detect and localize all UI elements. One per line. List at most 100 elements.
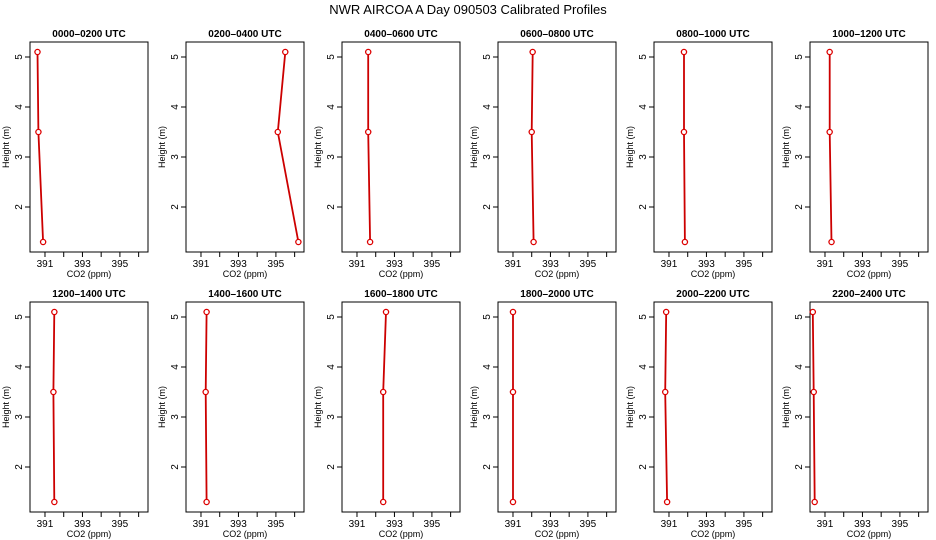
x-axis-label: CO2 (ppm) xyxy=(223,529,268,539)
x-tick-label: 393 xyxy=(230,519,247,530)
y-tick-label: 2 xyxy=(14,464,25,470)
profile-point xyxy=(379,498,387,506)
x-tick-label: 393 xyxy=(386,519,403,530)
profile-point xyxy=(530,238,537,246)
profile-point xyxy=(811,498,818,506)
x-tick-label: 391 xyxy=(661,519,678,530)
y-axis-label: Height (m) xyxy=(781,386,791,428)
x-tick-label: 395 xyxy=(580,259,597,270)
x-tick-label: 391 xyxy=(817,519,834,530)
profile-point xyxy=(809,308,817,316)
x-tick-label: 391 xyxy=(817,259,834,270)
panel-2: 0200–0400 UTC 391 393 395 2 3 4 5 CO2 (ppm) Heigh… xyxy=(157,29,305,279)
x-tick-label: 391 xyxy=(193,519,210,530)
panel-1: 0000–0200 UTC 391 393 395 2 3 4 5 CO2 (ppm) Heigh… xyxy=(1,29,149,279)
profile-line xyxy=(276,51,300,243)
profile-point xyxy=(662,308,670,316)
x-tick-label: 393 xyxy=(74,519,91,530)
profile-point xyxy=(379,388,387,396)
profile-point xyxy=(364,128,372,136)
profile-line xyxy=(530,51,535,243)
profile-line xyxy=(811,311,816,503)
y-axis-label: Height (m) xyxy=(157,126,167,168)
y-tick-label: 2 xyxy=(326,204,337,210)
panel-11: 2000–2200 UTC 391 393 395 2 3 4 5 CO2 (ppm) Heigh… xyxy=(625,289,773,539)
y-tick-label: 3 xyxy=(326,414,337,420)
profile-point xyxy=(282,48,289,56)
panel-title: 1400–1600 UTC xyxy=(208,289,281,300)
panel-title: 2200–2400 UTC xyxy=(832,289,905,300)
x-tick-label: 395 xyxy=(892,519,909,530)
y-tick-label: 4 xyxy=(326,104,337,110)
x-tick-label: 395 xyxy=(268,259,285,270)
x-tick-label: 391 xyxy=(37,519,54,530)
plot-frame xyxy=(653,301,773,513)
panel-title: 0000–0200 UTC xyxy=(52,29,125,40)
panels-grid: 0000–0200 UTC 391 393 395 2 3 4 5 CO2 (ppm) Heigh… xyxy=(1,29,929,539)
profile-point xyxy=(39,238,47,246)
x-tick-label: 395 xyxy=(736,259,753,270)
y-tick-label: 3 xyxy=(638,154,649,160)
x-axis-label: CO2 (ppm) xyxy=(847,529,892,539)
x-axis-label: CO2 (ppm) xyxy=(67,529,112,539)
profile-point xyxy=(382,308,390,316)
y-axis-label: Height (m) xyxy=(625,126,635,168)
y-tick-label: 2 xyxy=(14,204,25,210)
profile-point xyxy=(295,238,302,246)
panel-4: 0600–0800 UTC 391 393 395 2 3 4 5 CO2 (ppm) Heigh… xyxy=(469,29,617,279)
y-tick-label: 4 xyxy=(14,104,25,110)
panel-title: 1000–1200 UTC xyxy=(832,29,905,40)
y-tick-label: 2 xyxy=(170,464,181,470)
x-tick-label: 391 xyxy=(349,259,366,270)
y-tick-label: 5 xyxy=(482,54,493,60)
x-axis-label: CO2 (ppm) xyxy=(379,529,424,539)
profile-point xyxy=(50,388,57,396)
profile-point xyxy=(826,48,833,56)
x-axis-label: CO2 (ppm) xyxy=(691,529,736,539)
panel-title: 2000–2200 UTC xyxy=(676,289,749,300)
profile-point xyxy=(51,308,58,316)
profile-line xyxy=(664,311,668,503)
y-tick-label: 5 xyxy=(638,314,649,320)
profile-point xyxy=(661,388,669,396)
panel-3: 0400–0600 UTC 391 393 395 2 3 4 5 CO2 (ppm) Heigh… xyxy=(313,29,461,279)
profile-point xyxy=(529,48,536,56)
x-tick-label: 391 xyxy=(193,259,210,270)
plot-frame xyxy=(497,41,617,253)
panel-12: 2200–2400 UTC 391 393 395 2 3 4 5 CO2 (ppm) Heigh… xyxy=(781,289,929,539)
x-tick-label: 395 xyxy=(736,519,753,530)
figure-title: NWR AIRCOA A Day 090503 Calibrated Profi… xyxy=(329,2,607,17)
y-tick-label: 4 xyxy=(170,104,181,110)
y-tick-label: 5 xyxy=(794,54,805,60)
panel-title: 1600–1800 UTC xyxy=(364,289,437,300)
x-tick-label: 393 xyxy=(386,259,403,270)
x-axis-label: CO2 (ppm) xyxy=(223,269,268,279)
x-tick-label: 395 xyxy=(892,259,909,270)
profile-line xyxy=(683,52,686,243)
x-tick-label: 391 xyxy=(505,519,522,530)
x-tick-label: 391 xyxy=(661,259,678,270)
y-axis-label: Height (m) xyxy=(469,386,479,428)
y-axis-label: Height (m) xyxy=(313,386,323,428)
x-tick-label: 391 xyxy=(505,259,522,270)
y-tick-label: 3 xyxy=(482,414,493,420)
x-tick-label: 391 xyxy=(349,519,366,530)
profile-point xyxy=(34,48,41,56)
y-tick-label: 3 xyxy=(794,414,805,420)
y-tick-label: 2 xyxy=(794,464,805,470)
y-tick-label: 2 xyxy=(794,204,805,210)
profile-point xyxy=(528,128,535,136)
y-axis-label: Height (m) xyxy=(625,386,635,428)
y-tick-label: 3 xyxy=(638,414,649,420)
profile-line xyxy=(382,311,387,502)
profile-line xyxy=(52,311,56,503)
profile-point xyxy=(35,128,42,136)
panel-title: 1800–2000 UTC xyxy=(520,289,593,300)
profile-line xyxy=(367,52,371,243)
profile-point xyxy=(202,388,209,396)
y-tick-label: 4 xyxy=(794,104,805,110)
x-tick-label: 393 xyxy=(854,519,871,530)
panel-title: 0200–0400 UTC xyxy=(208,29,281,40)
y-axis-label: Height (m) xyxy=(1,126,11,168)
